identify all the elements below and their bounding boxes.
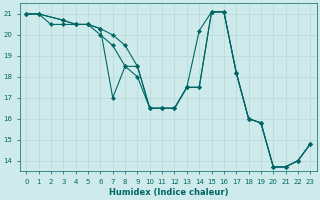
X-axis label: Humidex (Indice chaleur): Humidex (Indice chaleur) [108, 188, 228, 197]
